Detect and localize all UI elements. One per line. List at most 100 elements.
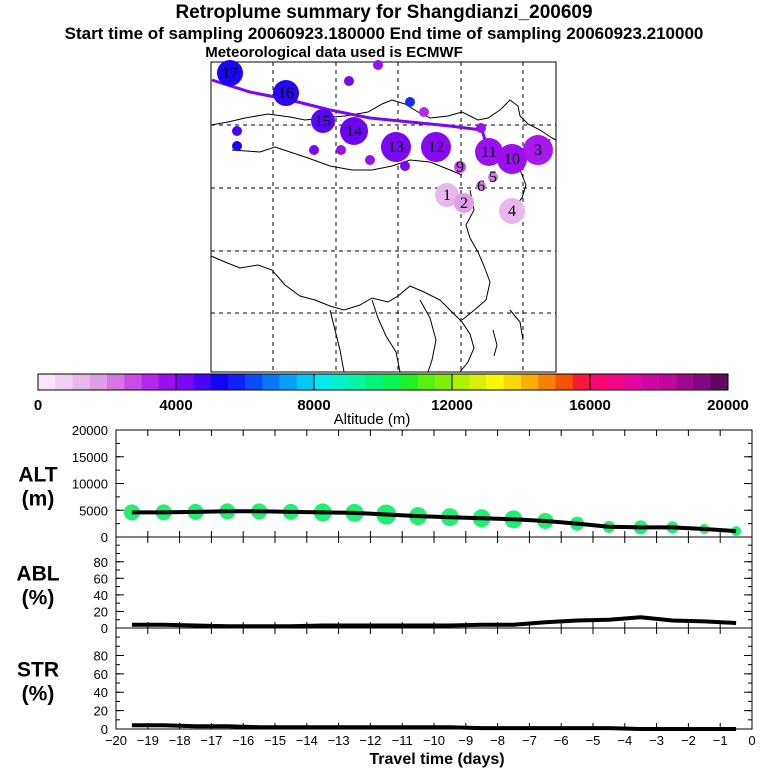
map-centroid-13 — [381, 132, 411, 162]
y-tick-label: 20 — [94, 604, 108, 619]
x-tick-label: −11 — [392, 733, 413, 748]
time-series-panels: 20000150001000050000ALT(m)806040200ABL(%… — [16, 423, 755, 748]
chart-title: Retroplume summary for Shangdianzi_20060… — [175, 2, 593, 23]
colorbar-swatch — [486, 374, 505, 390]
x-tick-label: −17 — [200, 733, 222, 748]
x-tick-label: −10 — [423, 733, 445, 748]
colorbar-swatch — [590, 374, 608, 390]
colorbar-swatch — [296, 374, 315, 390]
colorbar-tick-label: 8000 — [297, 397, 330, 414]
colorbar-tick-label: 0 — [34, 397, 42, 414]
x-tick-label: −9 — [458, 733, 473, 748]
panel-str: 80 60 40 20 0 STR(%) — [17, 627, 753, 737]
x-tick-label: −12 — [359, 733, 381, 748]
colorbar-swatch — [55, 374, 73, 390]
panel-ylabel-bottom: (m) — [22, 488, 55, 511]
map-centroid-label-10: 10 — [504, 151, 520, 168]
x-tick-label: −4 — [617, 733, 632, 748]
map-particle — [419, 107, 429, 117]
x-axis-label: Travel time (days) — [369, 751, 504, 768]
colorbar-tick-label: 16000 — [569, 397, 611, 414]
colorbar-swatch — [417, 374, 436, 390]
y-tick-label: 40 — [94, 588, 108, 603]
series-line-str — [131, 723, 737, 731]
map-centroid-14 — [340, 117, 368, 145]
panel-frame — [115, 429, 753, 538]
map-centroid-label-17: 17 — [222, 65, 238, 82]
map-centroid-9 — [454, 161, 466, 173]
map-centroid-label-13: 13 — [388, 139, 404, 156]
colorbar-swatch — [659, 374, 677, 390]
map-centroid-1 — [435, 183, 459, 207]
colorbar-swatch — [710, 374, 729, 390]
map-centroid-4 — [499, 198, 525, 224]
map-particle — [400, 161, 410, 171]
colorbar-swatch — [72, 374, 91, 390]
y-tick-label: 5000 — [79, 503, 108, 518]
colorbar-swatch — [503, 374, 522, 390]
colorbar-swatch — [383, 374, 401, 390]
y-tick-label: 60 — [94, 571, 108, 586]
panel-ylabel-top: ALT — [18, 464, 57, 487]
map-particle — [232, 126, 242, 136]
colorbar-swatch — [38, 374, 56, 390]
panel-ylabel-bottom: (%) — [22, 587, 55, 610]
y-tick-label: 80 — [94, 648, 108, 663]
colorbar-swatch — [227, 374, 246, 390]
colorbar-swatch — [365, 374, 384, 390]
map-centroid-16 — [273, 80, 299, 106]
y-tick-label: 20 — [94, 704, 108, 719]
y-tick-label: 80 — [94, 555, 108, 570]
met-data-note: Meteorological data used is ECMWF — [205, 44, 463, 61]
colorbar-swatch — [400, 374, 418, 390]
map-centroid-3 — [523, 135, 553, 165]
x-tick-label: −8 — [490, 733, 505, 748]
colorbar-swatch — [348, 374, 367, 390]
colorbar-swatch — [469, 374, 487, 390]
y-tick-label: 60 — [94, 667, 108, 682]
map-centroid-label-9: 9 — [456, 159, 464, 176]
colorbar-swatch — [452, 374, 470, 390]
map-panel: 17 16 15 14 13 12 11 10 3 4 1 2 569 — [210, 60, 557, 373]
x-tick-label: −7 — [522, 733, 537, 748]
panel-alt: 20000 15000 10000 5000 0 ALT(m) — [18, 423, 753, 545]
x-tick-label: −3 — [649, 733, 664, 748]
colorbar-swatch — [521, 374, 539, 390]
x-tick-label: −18 — [169, 733, 191, 748]
colorbar-label: Altitude (m) — [334, 411, 411, 428]
map-centroid-6 — [476, 181, 486, 191]
colorbar-swatch — [555, 374, 574, 390]
map-centroid-5 — [488, 172, 498, 182]
colorbar-swatch — [245, 374, 263, 390]
colorbar-swatch — [693, 374, 712, 390]
panel-ylabel-top: ABL — [16, 563, 59, 586]
x-tick-label: −5 — [586, 733, 601, 748]
panel-frame — [115, 536, 753, 629]
colorbar-swatch — [107, 374, 125, 390]
alt-scatter-point — [731, 526, 742, 537]
map-centroid-label-5: 5 — [489, 169, 497, 186]
x-tick-label: −15 — [264, 733, 286, 748]
map-centroid-11 — [475, 138, 503, 166]
colorbar-swatch — [624, 374, 643, 390]
colorbar-swatch — [331, 374, 349, 390]
series-line-abl — [131, 615, 737, 629]
x-tick-label: −20 — [105, 733, 127, 748]
colorbar-swatch — [124, 374, 142, 390]
map-centroid-10 — [497, 144, 527, 174]
map-particle — [373, 60, 383, 70]
map-centroid-label-3: 3 — [534, 142, 542, 159]
map-particle — [336, 145, 346, 155]
x-tick-label: −6 — [554, 733, 569, 748]
map-centroid-17 — [217, 60, 243, 86]
y-tick-label: 0 — [101, 530, 108, 545]
map-centroid-label-12: 12 — [428, 139, 444, 156]
y-tick-label: 0 — [101, 722, 108, 737]
x-tick-label: −19 — [137, 733, 159, 748]
map-centroids: 17 16 15 14 13 12 11 10 3 4 1 2 569 — [217, 60, 553, 224]
map-centroid-15 — [311, 109, 335, 133]
map-particle — [232, 141, 242, 151]
colorbar-swatch — [210, 374, 229, 390]
